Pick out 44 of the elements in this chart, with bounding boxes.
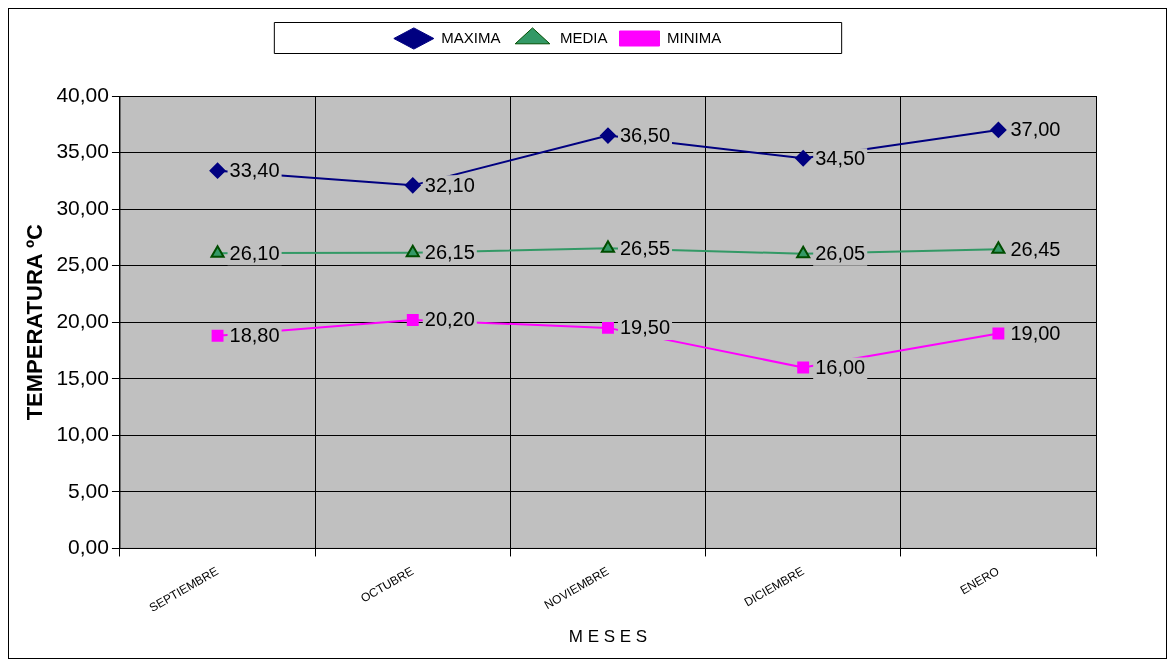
point bbox=[797, 361, 810, 374]
data-label: 26,55 bbox=[619, 236, 671, 259]
point bbox=[991, 241, 1006, 254]
data-label: 19,50 bbox=[619, 316, 671, 339]
data-label: 18,80 bbox=[229, 324, 280, 347]
point bbox=[211, 329, 224, 342]
data-label: 33,40 bbox=[229, 159, 280, 182]
data-label: 32,10 bbox=[424, 173, 475, 196]
point bbox=[992, 327, 1005, 340]
point bbox=[210, 245, 225, 258]
y-tick-label: 15,00 bbox=[56, 365, 109, 389]
data-label: 26,15 bbox=[424, 241, 475, 264]
y-tick-label: 25,00 bbox=[56, 252, 109, 276]
point bbox=[600, 240, 616, 253]
legend-label: MEDIA bbox=[560, 28, 608, 46]
y-tick-label: 40,00 bbox=[56, 82, 109, 106]
y-tick-label: 5,00 bbox=[68, 478, 109, 502]
data-label: 20,20 bbox=[424, 308, 475, 331]
y-axis-title: TEMPERATURA ºC bbox=[22, 223, 48, 421]
data-label: 19,00 bbox=[1010, 322, 1061, 345]
point bbox=[405, 244, 420, 258]
y-tick-label: 10,00 bbox=[56, 422, 109, 446]
data-label: 34,50 bbox=[815, 146, 866, 169]
legend-label: MAXIMA bbox=[441, 28, 501, 46]
x-axis-title: M E S E S bbox=[568, 627, 648, 647]
y-tick-label: 20,00 bbox=[56, 309, 109, 333]
y-tick-label: 0,00 bbox=[68, 535, 109, 559]
point bbox=[599, 127, 616, 144]
data-label: 36,50 bbox=[619, 124, 671, 147]
y-tick-label: 30,00 bbox=[56, 195, 109, 219]
point bbox=[209, 162, 226, 179]
point bbox=[796, 245, 811, 259]
point bbox=[404, 177, 421, 194]
data-label: 26,05 bbox=[815, 242, 866, 265]
point bbox=[795, 150, 812, 167]
y-tick-label: 35,00 bbox=[56, 139, 109, 163]
point bbox=[602, 321, 614, 334]
data-label: 26,45 bbox=[1010, 237, 1061, 260]
point bbox=[406, 314, 419, 326]
data-label: 37,00 bbox=[1010, 118, 1061, 141]
data-label: 26,10 bbox=[229, 241, 280, 264]
legend-label: MINIMA bbox=[667, 28, 722, 46]
point bbox=[990, 121, 1007, 138]
data-label: 16,00 bbox=[815, 355, 866, 378]
